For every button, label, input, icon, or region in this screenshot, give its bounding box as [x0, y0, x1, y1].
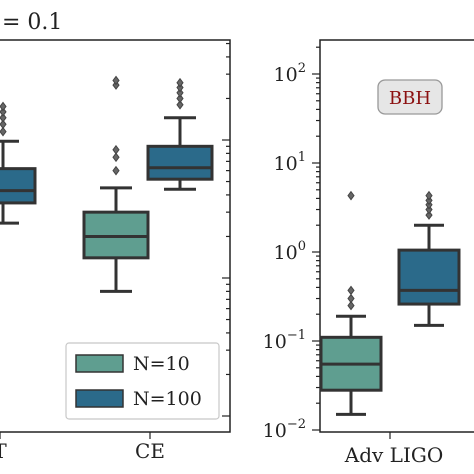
right-panel-frame: [319, 39, 474, 433]
bbh-annotation-label: BBH: [389, 88, 431, 109]
outlier-point: [425, 210, 433, 220]
left-box-group: [0, 75, 214, 293]
iqr-box: [146, 144, 214, 181]
y-tick-label: 100: [274, 239, 306, 264]
x-tick-label-t: T: [0, 439, 7, 463]
outlier-point: [112, 75, 120, 86]
y-tick-label: 101: [274, 150, 306, 175]
legend-swatch-n100: [75, 389, 124, 408]
y-tick-label: 10−2: [263, 417, 306, 442]
outlier-point: [0, 119, 7, 130]
y-tick-label: 102: [274, 61, 306, 86]
box-n10-adv-ligo: [319, 190, 383, 416]
box-n10-ce: [82, 75, 150, 293]
right-x-labels: Adv LIGO: [344, 432, 443, 467]
outlier-point: [347, 300, 355, 311]
outlier-point: [0, 126, 7, 137]
x-tick-label-ce: CE: [135, 439, 165, 463]
box-n100-ce: [146, 77, 214, 191]
outlier-point: [347, 285, 355, 296]
outlier-point: [176, 77, 184, 88]
box-n100-adv-ligo: [397, 190, 461, 327]
bbh-annotation: BBH: [377, 79, 443, 115]
outlier-point: [176, 99, 184, 110]
x-tick-label-adv-ligo: Adv LIGO: [344, 443, 443, 467]
outlier-point: [0, 101, 7, 112]
y-tick-label: 10−1: [263, 328, 306, 353]
outlier-point: [176, 93, 184, 104]
left-panel: T CE N=10 N=100: [0, 39, 231, 463]
outlier-point: [112, 165, 120, 176]
legend: N=10 N=100: [65, 342, 220, 420]
outlier-point: [347, 190, 355, 201]
bbh-annotation-box: [377, 79, 443, 115]
left-y-ticks: [222, 42, 230, 417]
right-box-group: [319, 190, 461, 416]
outlier-point: [347, 293, 355, 304]
figure-title-fragment: = 0.1: [2, 10, 62, 35]
outlier-point: [0, 112, 7, 123]
legend-label-n10: N=10: [133, 353, 190, 375]
legend-label-n100: N=100: [133, 388, 202, 410]
right-panel: 10−2 10−1 100 101 102 Adv LIGO BBH: [263, 39, 474, 467]
outlier-point: [112, 144, 120, 155]
left-x-labels: T CE: [0, 432, 165, 463]
right-y-ticks: 10−2 10−1 100 101 102: [263, 46, 320, 442]
iqr-box: [397, 248, 461, 306]
box-n100-t: [0, 101, 37, 225]
outlier-point: [425, 204, 433, 215]
legend-swatch-n10: [75, 354, 124, 373]
outlier-point: [425, 190, 433, 201]
outlier-point: [176, 87, 184, 98]
iqr-box: [0, 167, 37, 205]
outlier-point: [112, 152, 120, 163]
outlier-point: [0, 106, 7, 117]
